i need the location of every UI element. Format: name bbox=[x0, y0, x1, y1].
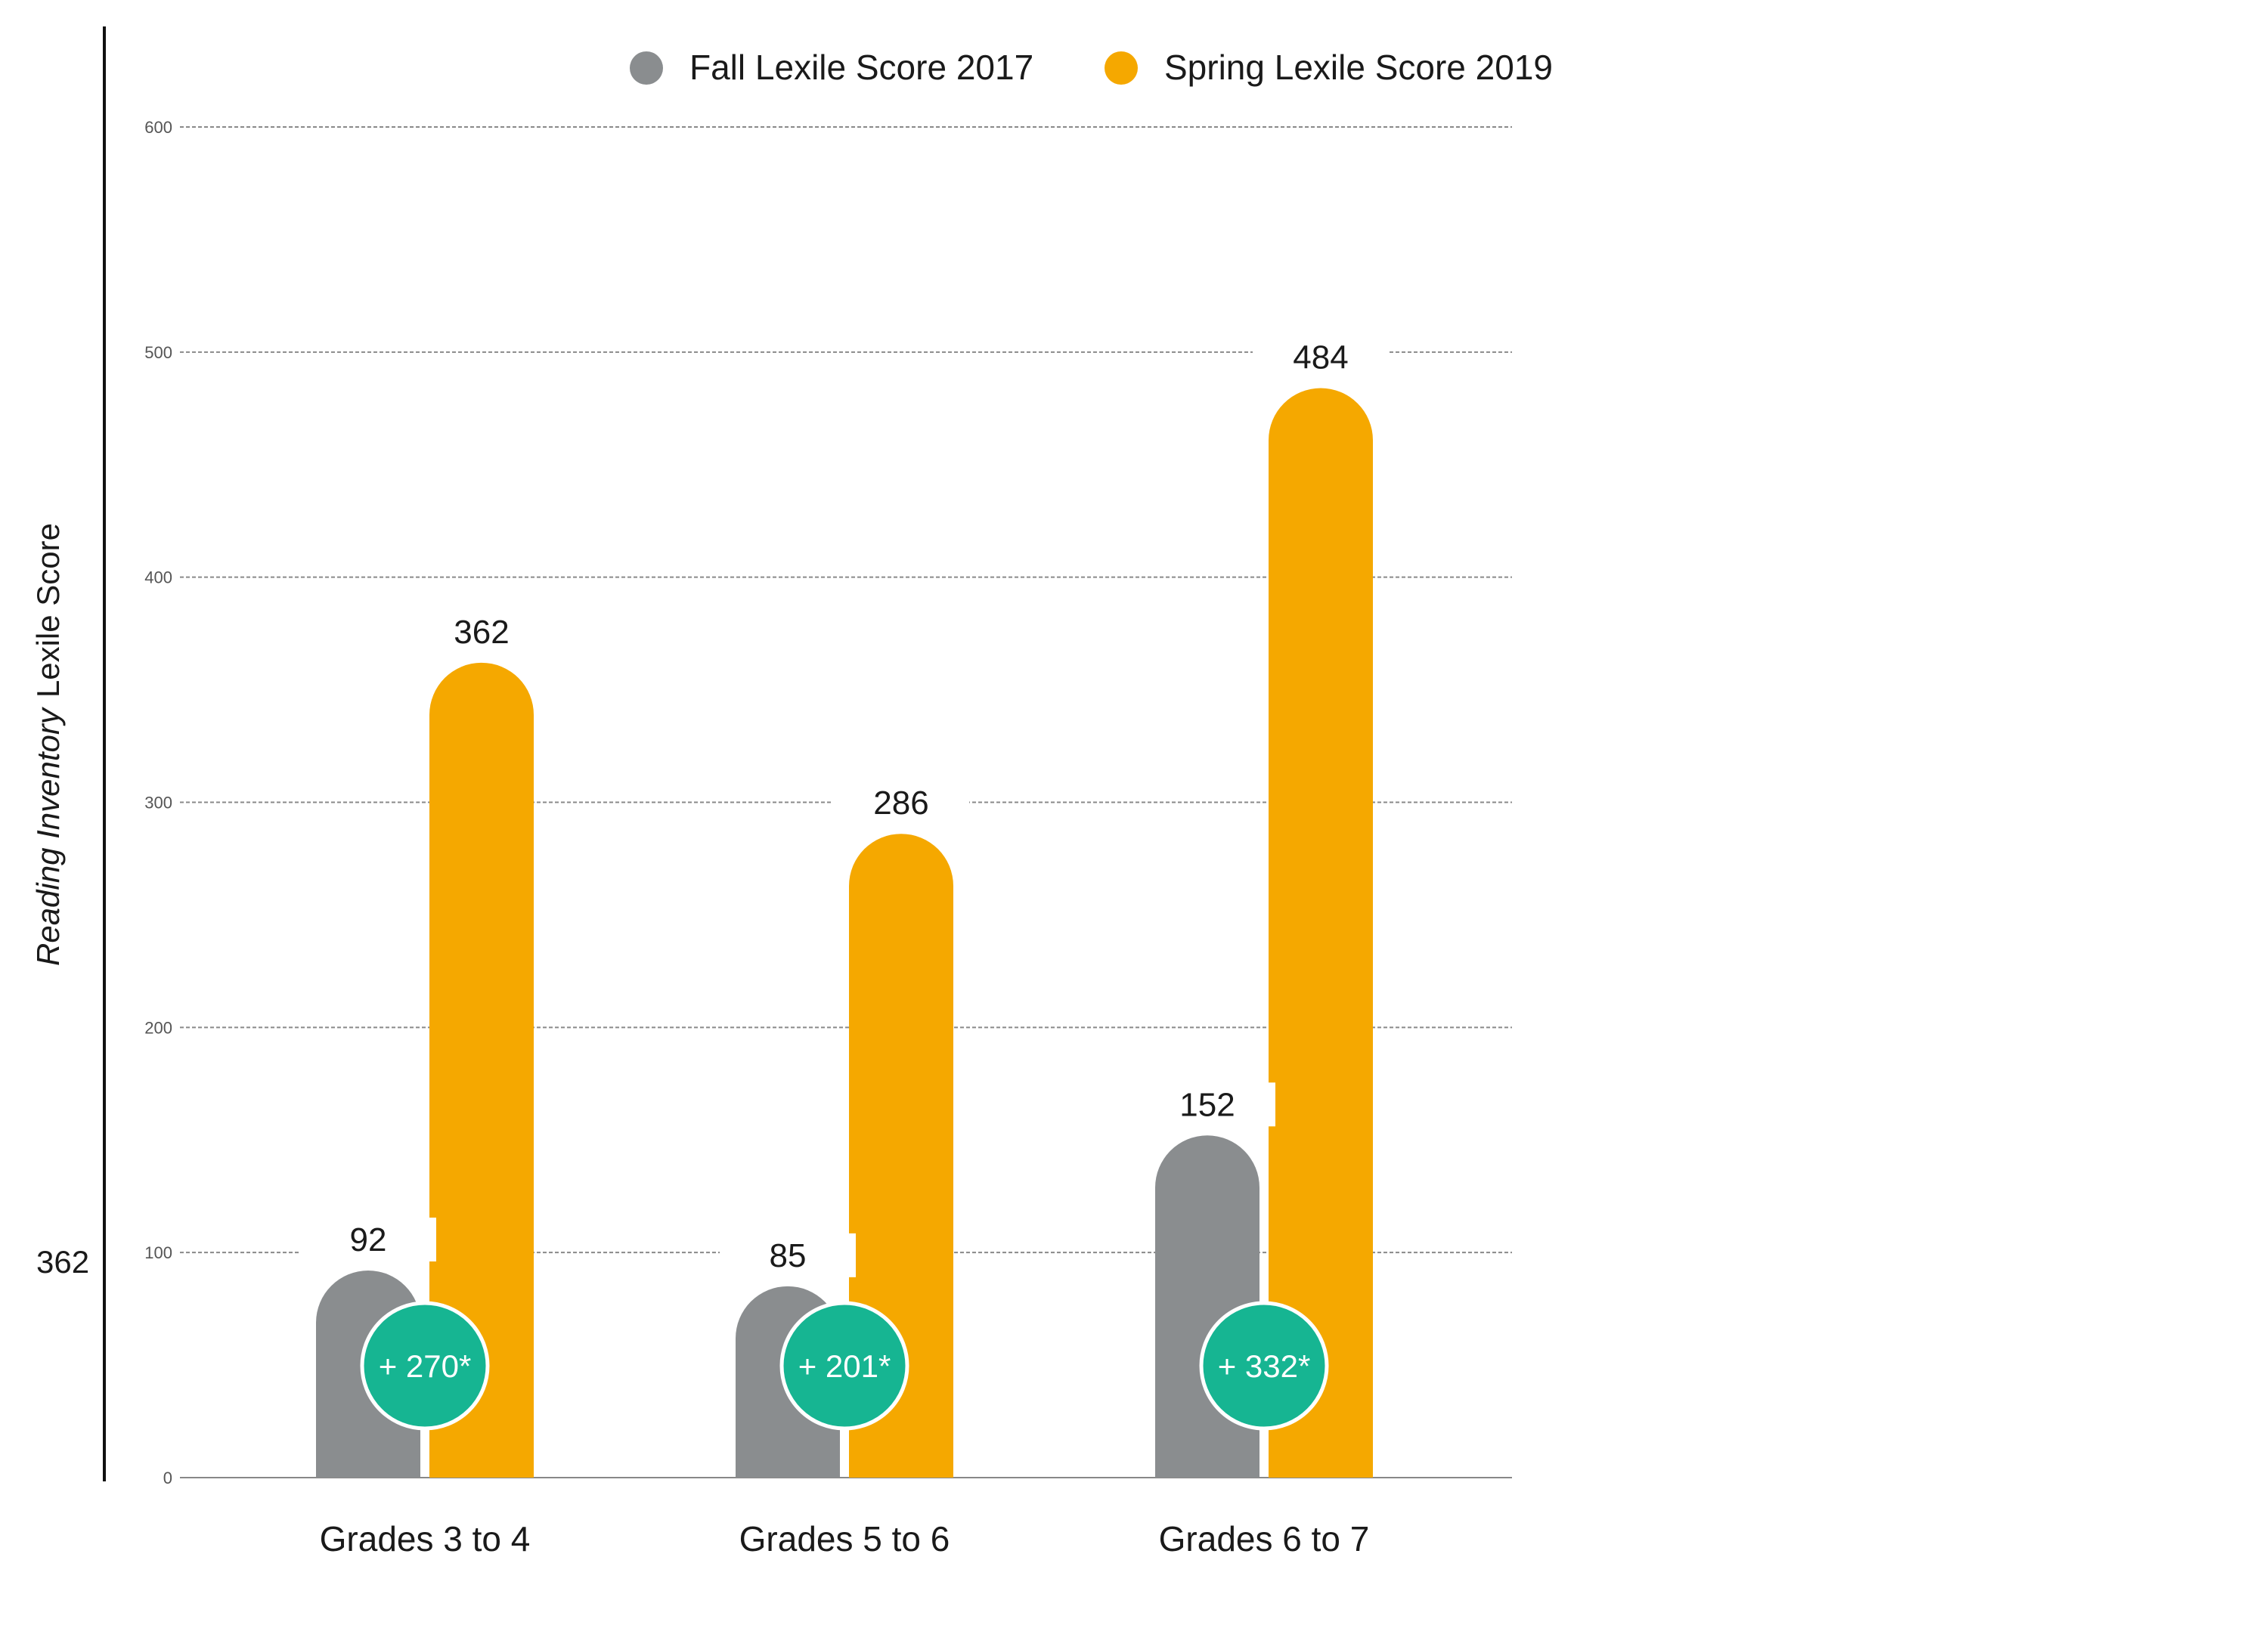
y-tick-label-600: 600 bbox=[144, 118, 172, 137]
value-label-spring-2: 286 bbox=[873, 785, 928, 822]
bar-spring-1 bbox=[429, 662, 534, 1478]
y-tick-label-400: 400 bbox=[144, 568, 172, 587]
bar-spring-3 bbox=[1269, 388, 1373, 1478]
value-label-fall-3: 152 bbox=[1179, 1086, 1235, 1123]
value-label-spring-3-bg bbox=[1253, 335, 1389, 379]
gain-badge-label-1: + 270* bbox=[379, 1348, 472, 1384]
value-label-fall-1-bg bbox=[300, 1217, 436, 1261]
gain-badge-1 bbox=[360, 1301, 490, 1431]
y-tick-label-100: 100 bbox=[144, 1243, 172, 1262]
legend-label-fall: Fall Lexile Score 2017 bbox=[689, 48, 1033, 87]
y-tick-label-0: 0 bbox=[163, 1469, 172, 1487]
value-label-spring-1: 362 bbox=[454, 614, 509, 651]
y-axis-ticks: 0 100 200 300 400 500 600 bbox=[144, 118, 172, 1487]
value-label-fall-2-bg bbox=[720, 1233, 856, 1277]
gain-badges: + 270* + 201* + 332* bbox=[360, 1301, 1329, 1431]
legend-marker-fall bbox=[630, 51, 663, 85]
value-label-fall-2: 85 bbox=[770, 1237, 807, 1274]
value-label-spring-2-bg bbox=[833, 781, 969, 825]
value-label-spring-3: 484 bbox=[1293, 339, 1348, 376]
data-labels: 92 362 85 286 152 484 bbox=[300, 335, 1389, 1277]
gain-badge-label-3: + 332* bbox=[1218, 1348, 1311, 1384]
category-label-1: Grades 3 to 4 bbox=[320, 1519, 531, 1558]
gain-badge-3 bbox=[1199, 1301, 1329, 1431]
y-tick-label-500: 500 bbox=[144, 343, 172, 362]
gain-badge-2 bbox=[779, 1301, 909, 1431]
value-label-fall-1: 92 bbox=[350, 1221, 387, 1258]
category-label-2: Grades 5 to 6 bbox=[739, 1519, 950, 1558]
legend: Fall Lexile Score 2017 Spring Lexile Sco… bbox=[630, 48, 1553, 87]
side-value-label: 362 bbox=[36, 1244, 89, 1280]
y-axis-title-rest: Lexile Score bbox=[30, 523, 66, 698]
value-label-spring-1-bg bbox=[414, 609, 550, 654]
gain-badge-label-2: + 201* bbox=[798, 1348, 891, 1384]
y-tick-label-300: 300 bbox=[144, 794, 172, 812]
category-labels: Grades 3 to 4 Grades 5 to 6 Grades 6 to 7 bbox=[320, 1519, 1370, 1558]
category-label-3: Grades 6 to 7 bbox=[1159, 1519, 1370, 1558]
legend-marker-spring bbox=[1105, 51, 1138, 85]
value-label-fall-3-bg bbox=[1139, 1082, 1275, 1127]
y-axis-title-italic: Reading Inventory bbox=[30, 706, 66, 966]
y-axis-title: Reading Inventory Lexile Score bbox=[30, 523, 66, 966]
y-tick-label-200: 200 bbox=[144, 1018, 172, 1037]
legend-label-spring: Spring Lexile Score 2019 bbox=[1164, 48, 1553, 87]
